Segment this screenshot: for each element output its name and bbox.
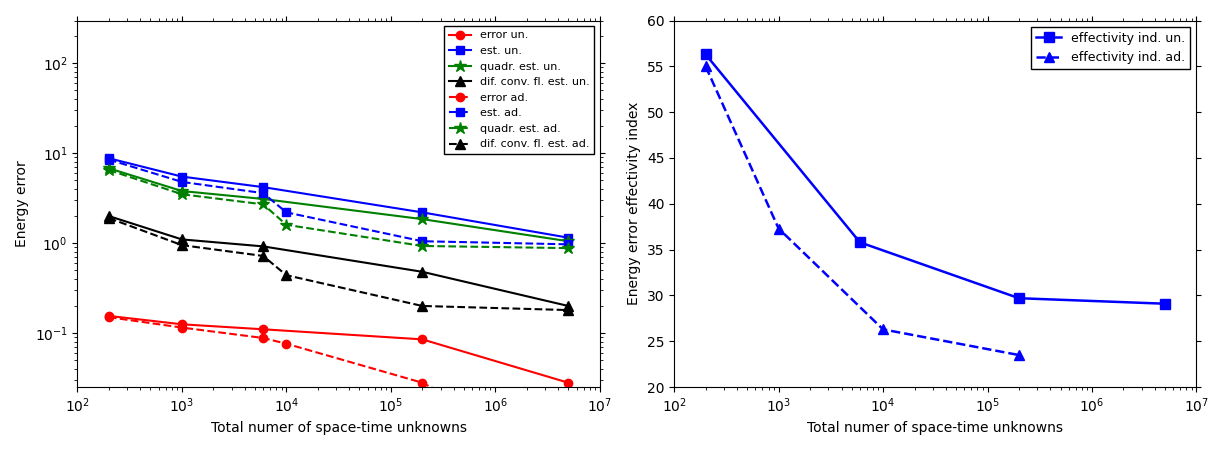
error ad.	[102, 315, 116, 320]
dif. conv. fl. est. un.	[561, 303, 575, 309]
error un.	[415, 337, 430, 342]
est. un.	[102, 156, 116, 161]
Legend: effectivity ind. un., effectivity ind. ad.: effectivity ind. un., effectivity ind. a…	[1031, 27, 1190, 69]
error ad.	[175, 325, 190, 330]
est. ad.	[102, 157, 116, 162]
error ad.	[415, 380, 430, 385]
est. un.	[175, 174, 190, 179]
error ad.	[256, 335, 271, 341]
dif. conv. fl. est. ad.	[415, 303, 430, 309]
quadr. est. ad.	[279, 222, 294, 228]
dif. conv. fl. est. ad.	[279, 273, 294, 278]
quadr. est. ad.	[175, 192, 190, 197]
est. un.	[256, 184, 271, 190]
error un.	[561, 380, 575, 385]
quadr. est. ad.	[415, 243, 430, 249]
Line: est. ad.: est. ad.	[105, 155, 573, 248]
est. ad.	[415, 238, 430, 244]
error un.	[102, 313, 116, 319]
Line: dif. conv. fl. est. un.: dif. conv. fl. est. un.	[104, 211, 573, 311]
est. un.	[561, 235, 575, 240]
est. un.	[415, 210, 430, 215]
effectivity ind. un.	[698, 52, 712, 57]
effectivity ind. un.	[853, 239, 868, 245]
Line: quadr. est. ad.: quadr. est. ad.	[103, 164, 574, 254]
quadr. est. un.	[415, 216, 430, 222]
Line: dif. conv. fl. est. ad.: dif. conv. fl. est. ad.	[104, 213, 573, 315]
Line: quadr. est. un.: quadr. est. un.	[103, 162, 574, 248]
Line: error un.: error un.	[105, 312, 573, 387]
dif. conv. fl. est. ad.	[256, 253, 271, 259]
error ad.	[561, 389, 575, 395]
effectivity ind. un.	[1158, 301, 1173, 306]
dif. conv. fl. est. ad.	[175, 243, 190, 248]
Line: effectivity ind. un.: effectivity ind. un.	[701, 50, 1170, 309]
dif. conv. fl. est. un.	[102, 213, 116, 219]
effectivity ind. ad.	[771, 226, 786, 231]
error ad.	[433, 389, 448, 395]
est. ad.	[561, 242, 575, 247]
quadr. est. un.	[175, 189, 190, 194]
dif. conv. fl. est. un.	[256, 244, 271, 249]
effectivity ind. un.	[1011, 296, 1026, 301]
quadr. est. ad.	[561, 245, 575, 251]
quadr. est. ad.	[256, 202, 271, 207]
Y-axis label: Energy error effectivity index: Energy error effectivity index	[627, 102, 641, 306]
dif. conv. fl. est. un.	[415, 269, 430, 274]
est. ad.	[175, 179, 190, 184]
X-axis label: Total numer of space-time unknowns: Total numer of space-time unknowns	[211, 421, 466, 435]
error un.	[256, 327, 271, 332]
Line: est. un.: est. un.	[105, 154, 573, 242]
effectivity ind. ad.	[1011, 352, 1026, 358]
Line: error ad.: error ad.	[105, 313, 573, 396]
quadr. est. ad.	[102, 167, 116, 173]
quadr. est. un.	[102, 166, 116, 171]
quadr. est. un.	[256, 196, 271, 202]
Line: effectivity ind. ad.: effectivity ind. ad.	[701, 62, 1023, 360]
error un.	[175, 322, 190, 327]
quadr. est. un.	[561, 238, 575, 244]
effectivity ind. ad.	[698, 63, 712, 69]
dif. conv. fl. est. ad.	[102, 216, 116, 221]
est. ad.	[279, 210, 294, 215]
effectivity ind. ad.	[875, 327, 890, 332]
Y-axis label: Energy error: Energy error	[15, 161, 29, 247]
est. ad.	[256, 190, 271, 196]
error ad.	[279, 341, 294, 346]
Legend: error un., est. un., quadr. est. un., dif. conv. fl. est. un., error ad., est. a: error un., est. un., quadr. est. un., di…	[444, 26, 594, 154]
dif. conv. fl. est. un.	[175, 237, 190, 242]
X-axis label: Total numer of space-time unknowns: Total numer of space-time unknowns	[808, 421, 1064, 435]
dif. conv. fl. est. ad.	[561, 307, 575, 313]
